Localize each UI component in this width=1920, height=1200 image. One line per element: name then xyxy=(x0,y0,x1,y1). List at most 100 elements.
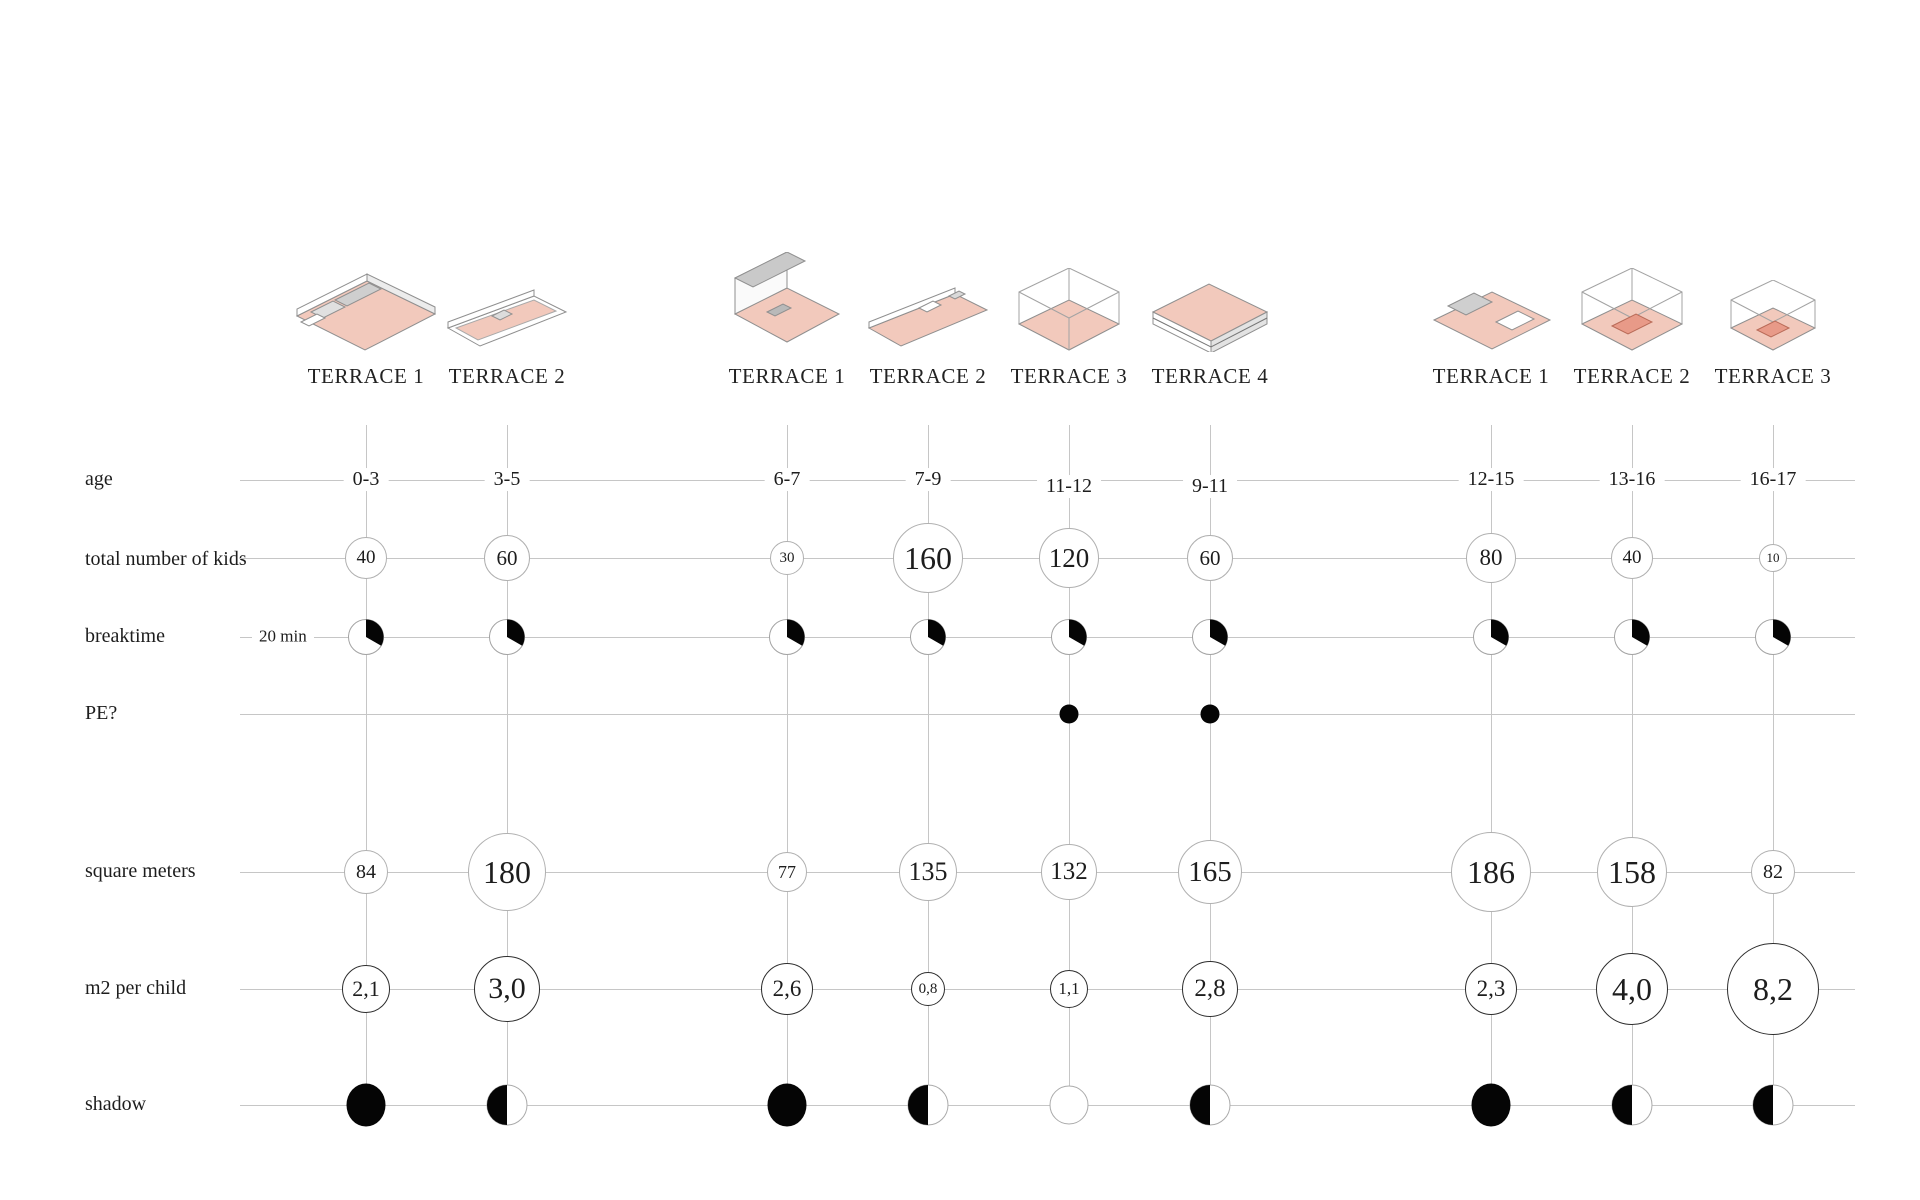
terrace-iso-court xyxy=(1426,272,1556,357)
shadow-indicator-half xyxy=(1189,1084,1231,1126)
row-line-m2 xyxy=(240,989,1855,990)
m2-per-child-value: 2,6 xyxy=(772,976,802,1001)
shadow-indicator-full xyxy=(346,1083,386,1127)
m2-per-child-value: 2,1 xyxy=(352,976,380,1001)
row-label-pe: PE? xyxy=(85,701,118,724)
m2-per-child-circle: 2,3 xyxy=(1465,963,1517,1015)
m2-per-child-value: 8,2 xyxy=(1753,970,1793,1007)
column-line xyxy=(507,425,508,1105)
column-line xyxy=(1491,425,1492,1105)
breaktime-pie xyxy=(489,619,525,655)
age-value: 13-16 xyxy=(1599,468,1665,492)
m2-per-child-circle: 0,8 xyxy=(911,972,945,1006)
breaktime-pie xyxy=(348,619,384,655)
square-meters-circle: 132 xyxy=(1041,844,1097,900)
m2-per-child-value: 2,8 xyxy=(1194,975,1226,1002)
square-meters-circle: 158 xyxy=(1597,837,1667,907)
m2-per-child-value: 3,0 xyxy=(488,972,526,1005)
row-line-sh xyxy=(240,1105,1855,1106)
age-value: 16-17 xyxy=(1740,468,1806,492)
terrace-label: TERRACE 1 xyxy=(1432,364,1550,388)
terrace-iso-bar-thin xyxy=(442,286,572,357)
terrace-iso-box-wire xyxy=(1009,267,1129,357)
column-line xyxy=(787,425,788,1105)
shadow-indicator-half xyxy=(1752,1084,1794,1126)
breaktime-pie xyxy=(910,619,946,655)
row-line-pie xyxy=(240,637,1855,638)
column-line xyxy=(366,425,367,1105)
kids-count-value: 160 xyxy=(904,539,952,576)
m2-per-child-value: 4,0 xyxy=(1612,970,1652,1007)
terrace-label: TERRACE 3 xyxy=(1010,364,1128,388)
kids-count-circle: 40 xyxy=(345,537,387,579)
square-meters-value: 77 xyxy=(778,861,796,882)
row-label-age: age xyxy=(85,467,113,490)
square-meters-circle: 84 xyxy=(344,850,388,894)
m2-per-child-value: 1,1 xyxy=(1058,979,1080,998)
age-value: 12-15 xyxy=(1458,468,1524,492)
kids-count-value: 120 xyxy=(1048,542,1090,573)
square-meters-circle: 77 xyxy=(767,852,807,892)
row-label-total-kids: total number of kids xyxy=(85,547,247,570)
pe-dot xyxy=(1200,704,1220,724)
breaktime-note: 20 min xyxy=(252,626,314,647)
shadow-indicator-half xyxy=(486,1084,528,1126)
terrace-iso-box-pink-sm xyxy=(1723,279,1823,357)
shadow-indicator-half xyxy=(907,1084,949,1126)
kids-count-circle: 40 xyxy=(1611,537,1653,579)
age-value: 3-5 xyxy=(484,468,530,492)
m2-per-child-circle: 2,6 xyxy=(761,963,813,1015)
row-label-m2-per-child: m2 per child xyxy=(85,976,187,999)
row-label-breaktime: breaktime xyxy=(85,624,165,647)
m2-per-child-circle: 2,8 xyxy=(1182,961,1238,1017)
kids-count-circle: 10 xyxy=(1759,544,1787,572)
age-value: 7-9 xyxy=(905,468,951,492)
kids-count-value: 40 xyxy=(356,547,376,568)
terrace-iso-house xyxy=(727,251,847,357)
row-label-shadow: shadow xyxy=(85,1092,147,1115)
breaktime-pie xyxy=(1473,619,1509,655)
kids-count-value: 10 xyxy=(1766,550,1780,565)
breaktime-pie xyxy=(769,619,805,655)
square-meters-value: 186 xyxy=(1467,853,1515,890)
terrace-label: TERRACE 2 xyxy=(448,364,566,388)
breaktime-pie xyxy=(1192,619,1228,655)
breaktime-pie xyxy=(1755,619,1791,655)
square-meters-value: 180 xyxy=(483,853,531,890)
m2-per-child-circle: 3,0 xyxy=(474,956,540,1022)
terrace-label: TERRACE 4 xyxy=(1151,364,1269,388)
square-meters-circle: 165 xyxy=(1178,840,1242,904)
square-meters-value: 84 xyxy=(356,860,376,883)
terrace-iso-slab xyxy=(1145,272,1275,357)
column-line xyxy=(928,425,929,1105)
terrace-iso-box-pink xyxy=(1572,267,1692,357)
pe-dot xyxy=(1059,704,1079,724)
m2-per-child-circle: 1,1 xyxy=(1050,970,1088,1008)
square-meters-value: 135 xyxy=(908,857,948,886)
square-meters-circle: 186 xyxy=(1451,832,1531,912)
breaktime-pie xyxy=(1051,619,1087,655)
kids-count-value: 30 xyxy=(779,549,795,566)
age-value: 11-12 xyxy=(1037,475,1101,499)
terrace-label: TERRACE 3 xyxy=(1714,364,1832,388)
terrace-label: TERRACE 1 xyxy=(728,364,846,388)
column-line xyxy=(1210,425,1211,1105)
terrace-label: TERRACE 2 xyxy=(1573,364,1691,388)
row-line-pe xyxy=(240,714,1855,715)
terrace-label: TERRACE 2 xyxy=(869,364,987,388)
kids-count-value: 60 xyxy=(1199,545,1221,570)
kids-count-circle: 60 xyxy=(1187,535,1233,581)
m2-per-child-value: 2,3 xyxy=(1476,976,1506,1001)
m2-per-child-circle: 2,1 xyxy=(342,965,390,1013)
square-meters-value: 165 xyxy=(1188,855,1232,888)
terrace-iso-bar-wide xyxy=(291,262,441,357)
square-meters-value: 132 xyxy=(1050,858,1088,885)
square-meters-circle: 180 xyxy=(468,833,546,911)
breaktime-pie xyxy=(1614,619,1650,655)
square-meters-circle: 82 xyxy=(1751,850,1795,894)
row-label-square-meters: square meters xyxy=(85,859,196,882)
column-line xyxy=(1069,425,1070,1105)
kids-count-circle: 30 xyxy=(770,541,804,575)
shadow-indicator-half xyxy=(1611,1084,1653,1126)
